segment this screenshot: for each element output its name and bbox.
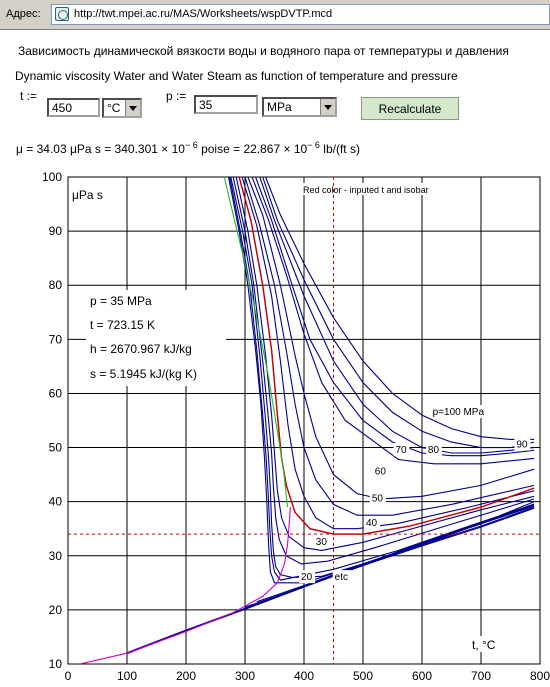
page-icon — [55, 7, 69, 21]
result-exponent-1: − 6 — [184, 140, 198, 150]
x-tick-label: 700 — [471, 669, 491, 683]
info-temperature: t = 723.15 K — [90, 318, 156, 332]
chart-annotation: Red color - inputed t and isobar — [303, 185, 429, 195]
y-tick-label: 60 — [49, 386, 63, 400]
series-line-45 — [244, 177, 535, 516]
isobar-label-bg — [514, 437, 531, 451]
series-line-90 — [262, 177, 535, 449]
x-tick-label: 0 — [65, 669, 72, 683]
series-line-70 — [255, 177, 535, 457]
isobar-label: 70 — [395, 445, 407, 456]
page-title-ru: Зависимость динамической вязкости воды и… — [18, 44, 509, 58]
temperature-unit-select[interactable]: °C — [102, 98, 142, 118]
info-box-bg — [86, 290, 226, 386]
isobar-label: 60 — [375, 467, 387, 478]
isobar-label-bg — [299, 570, 316, 584]
result-mu: μ = 34.03 μPa s = 340.301 × 10 — [16, 142, 185, 156]
series-line-20 — [230, 177, 535, 578]
isobar-label-bg — [369, 491, 386, 505]
series-line-60 — [251, 177, 535, 465]
series-line-35 — [238, 177, 535, 535]
y-tick-label: 50 — [49, 441, 63, 455]
x-tick-label: 400 — [294, 669, 314, 683]
x-tick-label: 200 — [176, 669, 196, 683]
page-title-en: Dynamic viscosity Water and Water Steam … — [15, 69, 458, 83]
y-tick-label: 40 — [49, 495, 63, 509]
series-line-50 — [247, 177, 535, 500]
series-line-80 — [259, 177, 535, 454]
recalculate-button[interactable]: Recalculate — [361, 97, 459, 120]
y-tick-label: 80 — [49, 278, 63, 292]
info-entropy: s = 5.1945 kJ/(kg K) — [90, 367, 198, 381]
isobar-label-bg — [313, 534, 330, 548]
series-line-30 — [235, 177, 535, 551]
y-tick-label: 70 — [49, 332, 63, 346]
series-line-selected-35-mpa — [238, 177, 535, 535]
result-lb: lb/(ft s) — [323, 142, 360, 156]
isobar-label-bg — [332, 570, 355, 584]
result-exponent-2: − 6 — [307, 140, 320, 150]
y-tick-label: 30 — [49, 549, 63, 563]
x-tick-label: 500 — [353, 669, 373, 683]
series-line-p-100-mpa — [265, 177, 535, 440]
isobar-label: 80 — [428, 445, 440, 456]
y-axis-label: μPa s — [72, 188, 103, 202]
isobar-label-bg — [372, 464, 389, 478]
isobar-label: p=100 MPa — [433, 407, 485, 418]
result-poise: poise = 22.867 × 10 — [201, 142, 308, 156]
isobar-label-bg — [393, 442, 410, 456]
t-label: t := — [20, 89, 38, 103]
x-axis-label: t, °C — [472, 638, 496, 652]
series-line-saturated-vapor — [79, 507, 291, 664]
temperature-unit-value: °C — [107, 101, 121, 115]
pressure-unit-select[interactable]: MPa — [262, 97, 337, 117]
isobar-label: 90 — [516, 440, 528, 451]
series-line-saturated-liquid — [223, 177, 289, 508]
y-tick-label: 100 — [42, 170, 62, 184]
result-line: μ = 34.03 μPa s = 340.301 × 10− 6 poise … — [16, 140, 360, 156]
isobar-label-bg — [425, 442, 442, 456]
pressure-unit-value: MPa — [267, 100, 292, 114]
p-label: p := — [166, 89, 187, 103]
y-tick-label: 90 — [49, 224, 63, 238]
isobar-label: 40 — [366, 518, 378, 529]
address-field[interactable]: http://twt.mpei.ac.ru/MAS/Worksheets/wsp… — [51, 4, 550, 25]
xlabel-bg — [470, 636, 506, 652]
pressure-input[interactable] — [194, 95, 258, 114]
isobar-label: 20 — [301, 572, 313, 583]
address-bar: Адрес: http://twt.mpei.ac.ru/MAS/Workshe… — [0, 0, 550, 30]
ylabel-bg — [70, 186, 110, 202]
series-line-40 — [241, 177, 535, 530]
isobar-label: etc — [335, 572, 348, 583]
annotation-bg — [300, 183, 460, 195]
address-url[interactable]: http://twt.mpei.ac.ru/MAS/Worksheets/wsp… — [74, 8, 333, 20]
info-pressure: p = 35 MPa — [90, 294, 152, 308]
isobar-label-bg — [363, 516, 380, 530]
isobar-label: 30 — [316, 537, 328, 548]
x-tick-label: 800 — [530, 669, 550, 683]
series-line-15 — [229, 177, 535, 581]
plot-frame — [67, 176, 541, 665]
x-tick-label: 300 — [235, 669, 255, 683]
chevron-down-icon[interactable] — [320, 99, 335, 115]
y-tick-label: 20 — [49, 603, 63, 617]
x-tick-label: 600 — [412, 669, 432, 683]
isobar-label-bg — [430, 405, 489, 419]
address-label: Адрес: — [6, 8, 41, 20]
info-enthalpy: h = 2670.967 kJ/kg — [90, 342, 192, 356]
series-line-25 — [232, 177, 535, 565]
isobar-label: 50 — [372, 494, 384, 505]
temperature-input[interactable] — [47, 98, 100, 117]
y-tick-label: 10 — [49, 657, 63, 671]
x-tick-label: 100 — [117, 669, 137, 683]
chevron-down-icon[interactable] — [125, 100, 140, 116]
